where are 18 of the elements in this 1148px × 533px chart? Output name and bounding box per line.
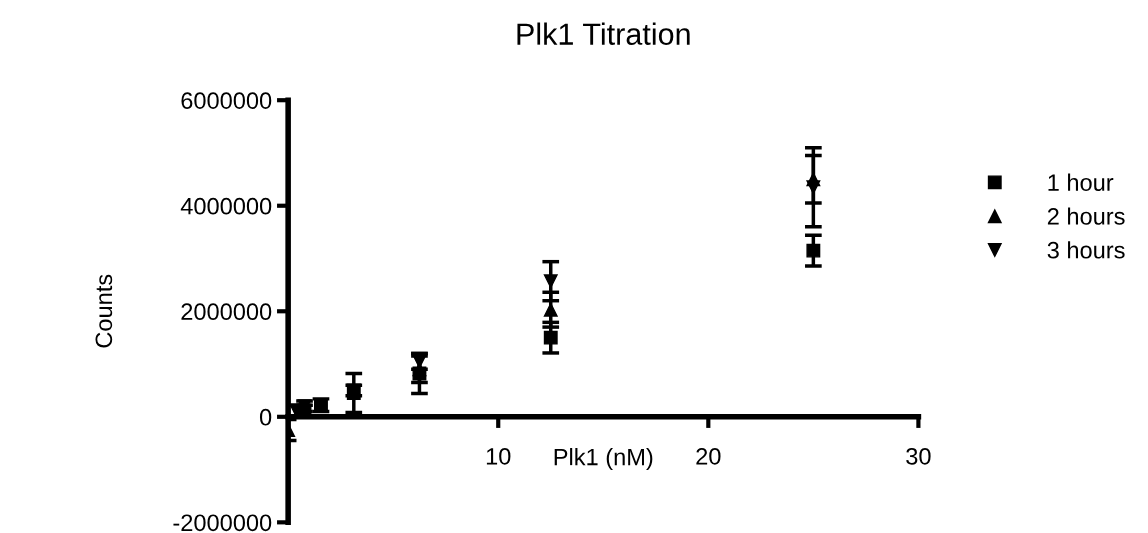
point <box>543 274 558 289</box>
legend-label: 1 hour <box>1048 173 1114 191</box>
x-tick-label: 10 <box>486 447 511 465</box>
y-tick-label: 6000000 <box>181 92 272 109</box>
x-tick-label: 30 <box>906 447 931 465</box>
y-axis-title: Counts <box>95 274 113 348</box>
x-tick-label: 20 <box>696 447 721 465</box>
chart-title: Plk1 Titration <box>517 22 690 45</box>
y-tick-label: 4000000 <box>180 197 272 215</box>
point <box>543 330 558 345</box>
legend-label: 2 hours <box>1047 207 1125 225</box>
point <box>543 302 558 317</box>
y-tick-label: -2000000 <box>173 514 272 532</box>
legend-label: 3 hours <box>1047 241 1125 259</box>
point <box>806 243 821 258</box>
y-tick-label: 2000000 <box>181 303 272 321</box>
y-tick-label: 0 <box>259 408 272 426</box>
x-axis-title: Plk1 (nM) <box>554 448 653 471</box>
